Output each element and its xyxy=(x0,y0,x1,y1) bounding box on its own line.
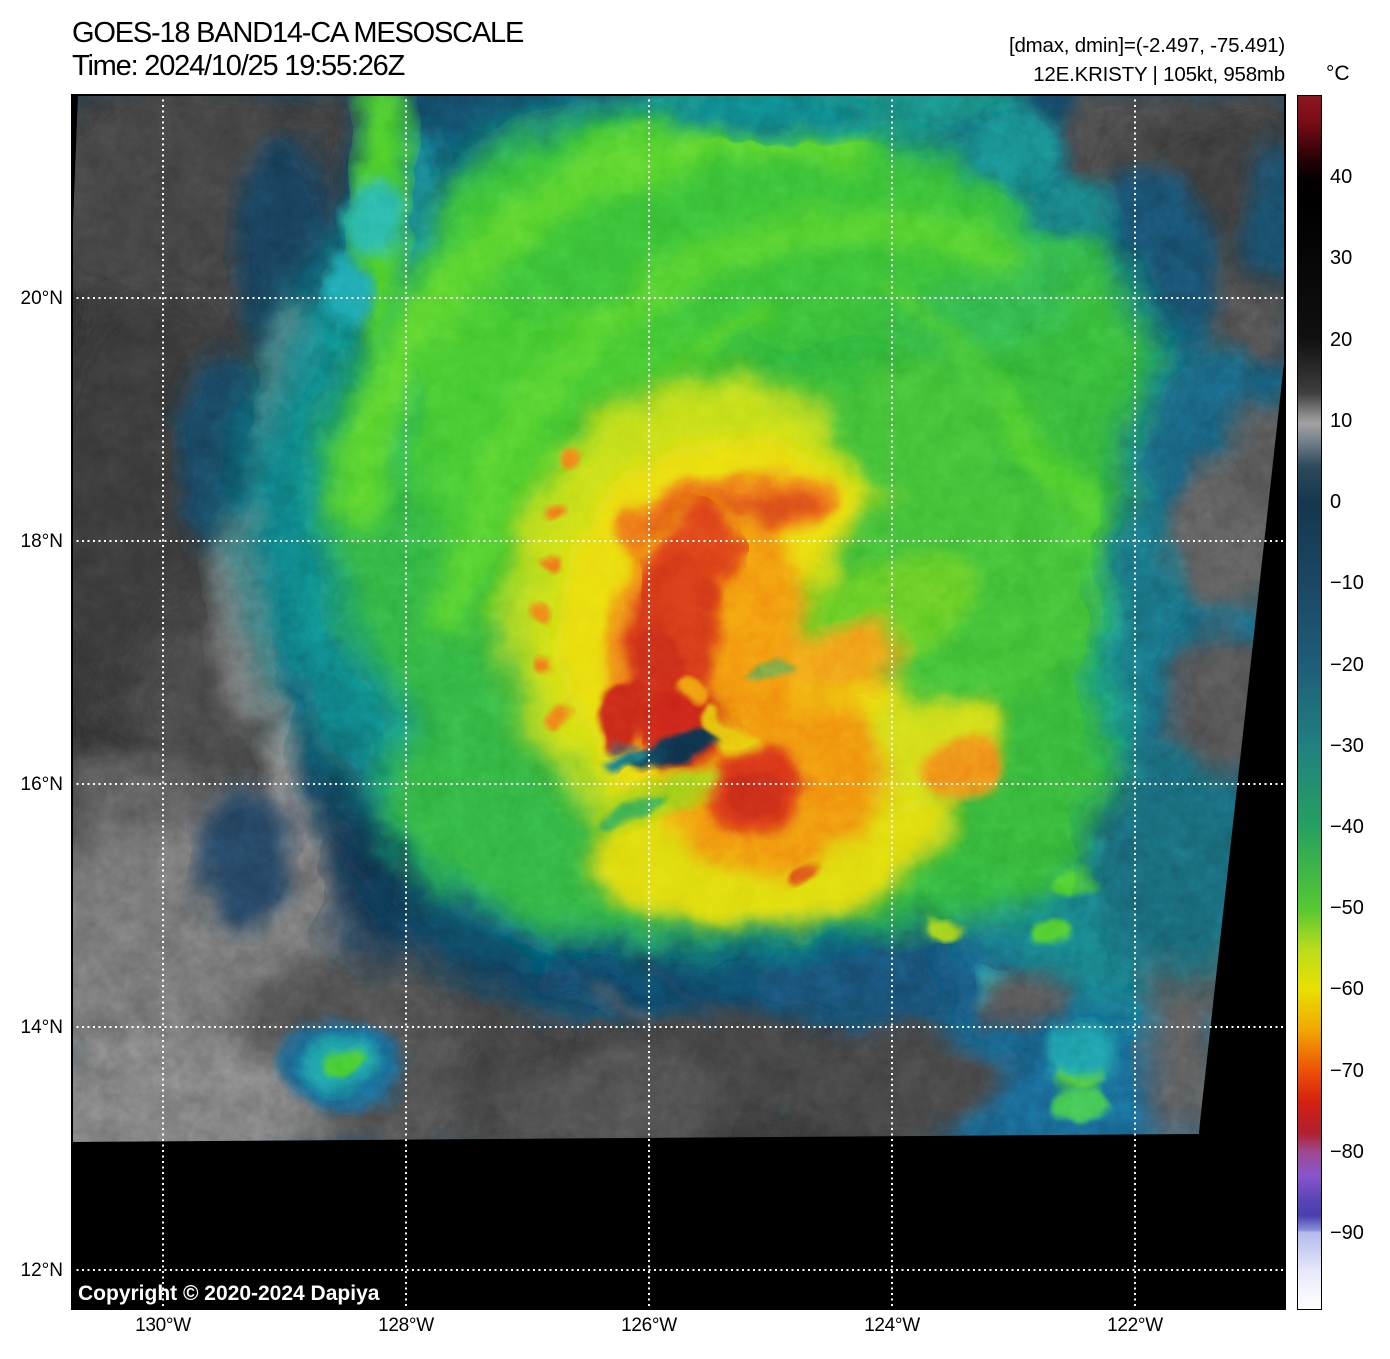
svg-text:Copyright © 2020-2024 Dapiya: Copyright © 2020-2024 Dapiya xyxy=(78,1282,380,1305)
